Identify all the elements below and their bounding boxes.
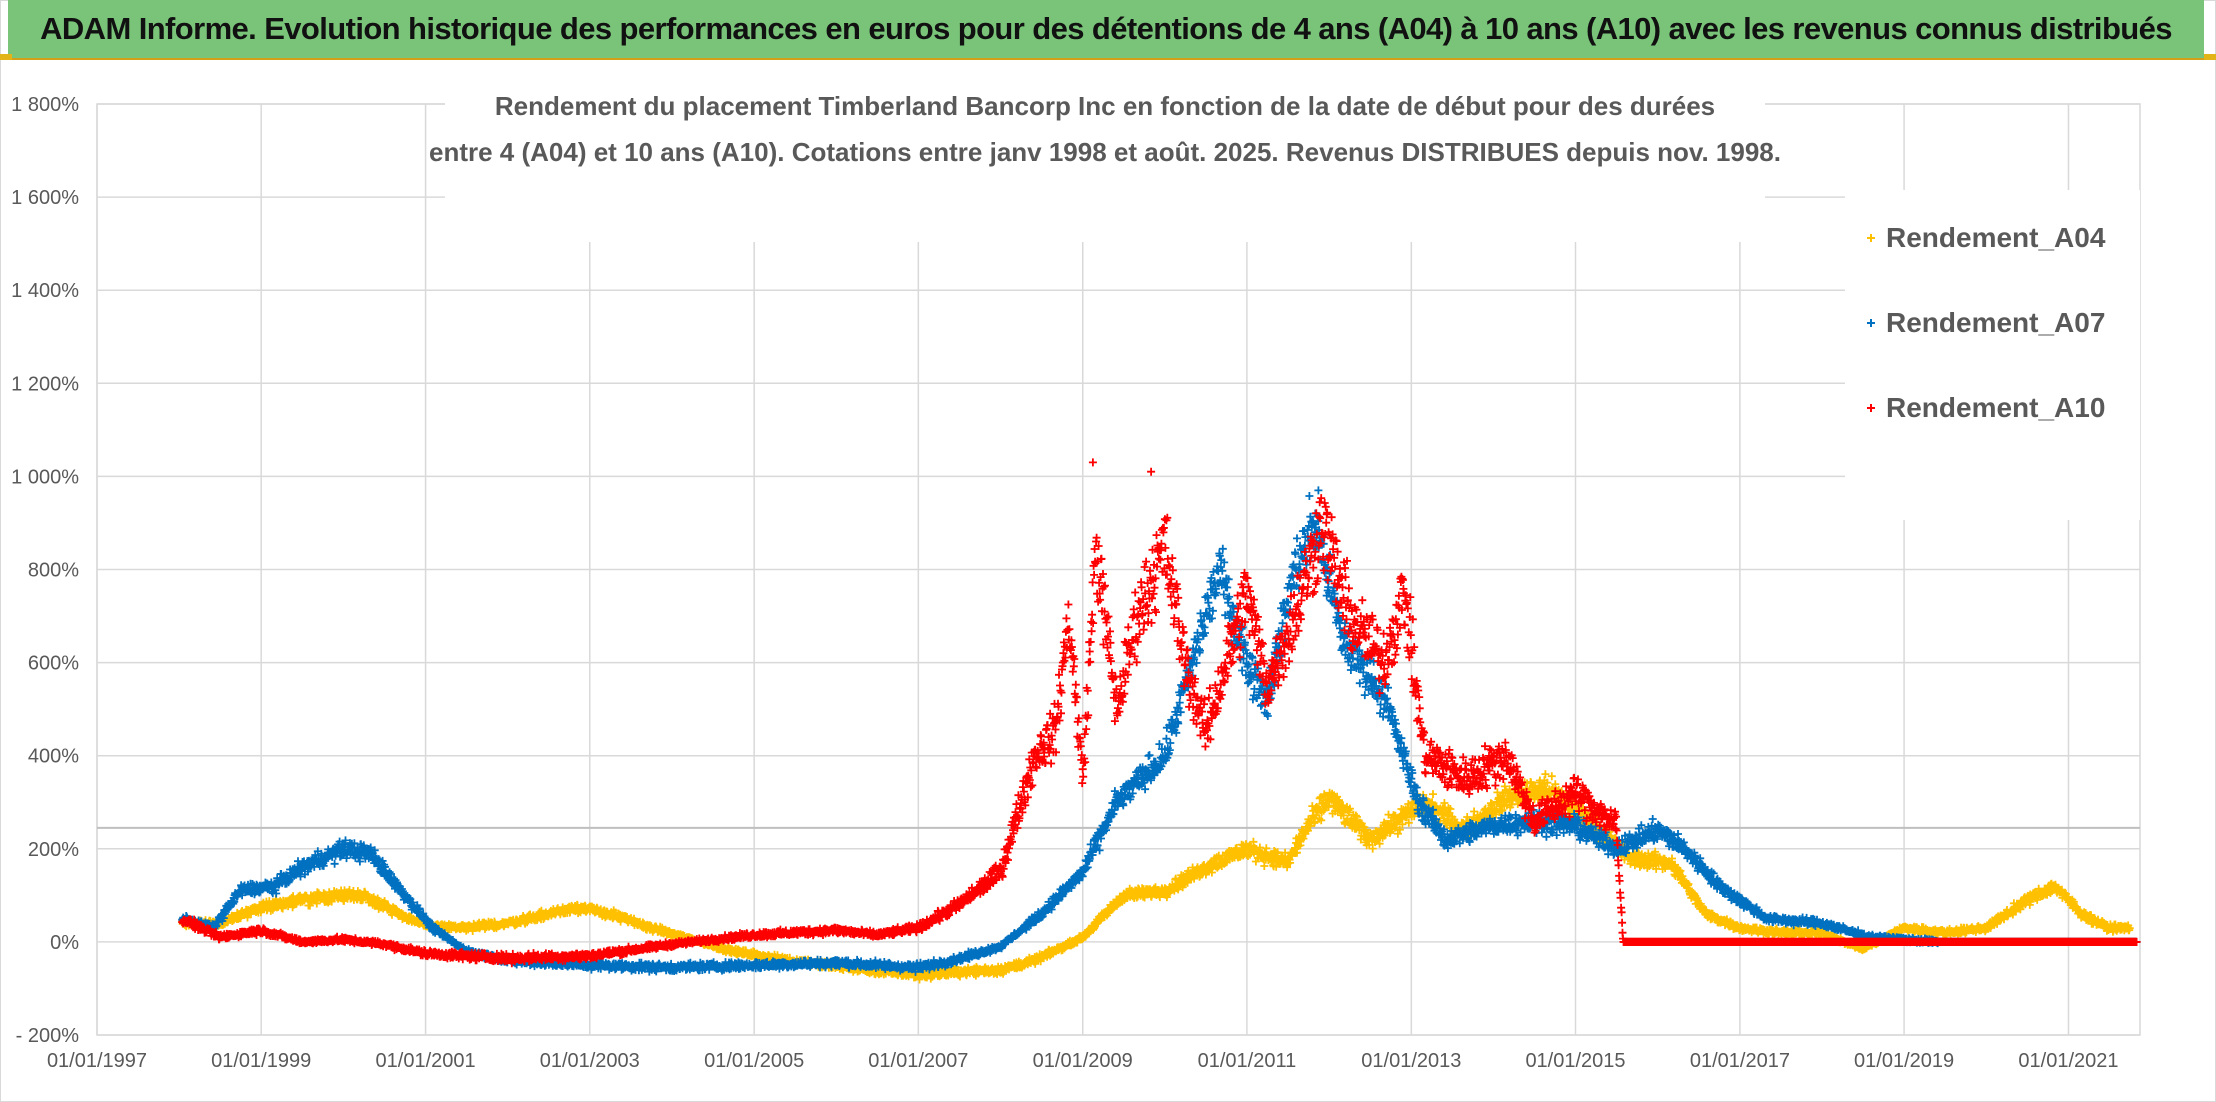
performance-chart: Rendement du placement Timberland Bancor… (11, 82, 2141, 1072)
series-Rendement_A07 (178, 492, 2141, 976)
data-point (325, 888, 334, 897)
data-point (1429, 790, 1437, 799)
data-point (330, 859, 339, 868)
corner-mark-right (2204, 54, 2216, 60)
data-point (1260, 862, 1269, 870)
data-point (312, 899, 321, 908)
chart-marks (178, 183, 2141, 984)
corner-mark-left (0, 54, 12, 60)
report-title-banner: ADAM Informe. Evolution historique des p… (8, 0, 2204, 60)
